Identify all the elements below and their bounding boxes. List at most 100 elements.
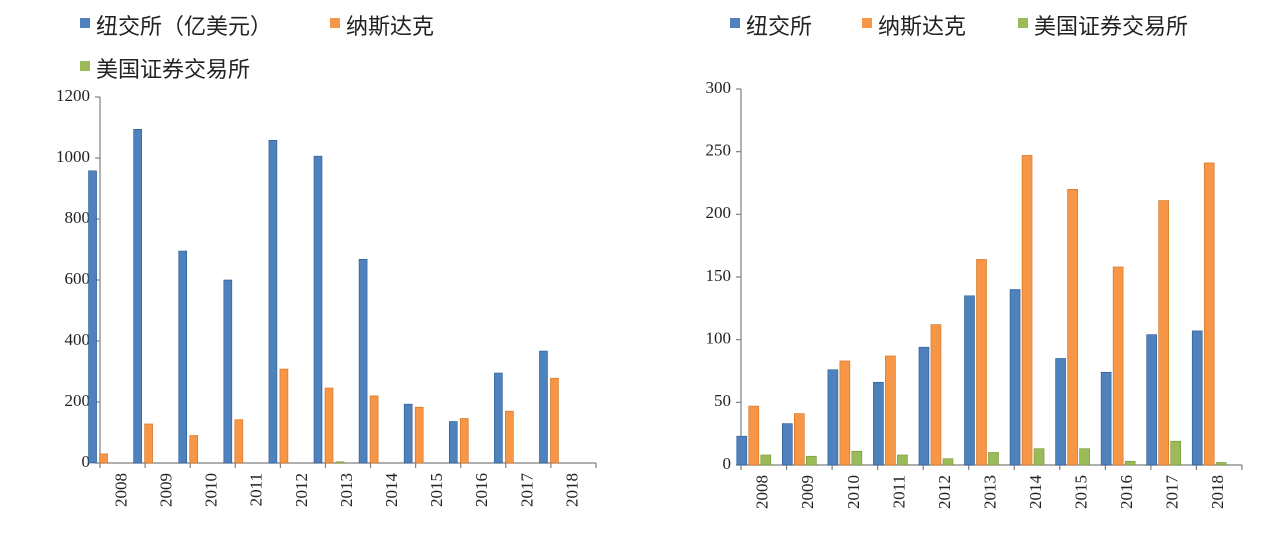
y-tick-label: 300 <box>706 78 732 97</box>
y-tick-label: 0 <box>723 454 732 473</box>
y-tick-label: 400 <box>65 330 91 349</box>
x-tick-label: 2015 <box>427 473 446 507</box>
bar <box>279 368 289 464</box>
x-tick-label: 2009 <box>798 475 817 509</box>
legend-swatch <box>730 18 740 28</box>
bar <box>448 421 458 464</box>
x-tick-label: 2014 <box>1026 475 1045 510</box>
bar <box>1055 358 1066 466</box>
bar <box>88 170 97 464</box>
bar <box>459 418 469 464</box>
y-tick-label: 600 <box>65 269 91 288</box>
bar <box>806 455 817 466</box>
y-tick-label: 100 <box>706 329 732 348</box>
legend-swatch <box>80 61 90 71</box>
bar <box>1158 200 1169 466</box>
bar <box>144 423 153 464</box>
bar <box>760 454 772 466</box>
bar <box>794 413 805 466</box>
bar <box>550 377 559 464</box>
bar <box>827 369 839 466</box>
x-tick-label: 2009 <box>157 473 176 507</box>
y-tick-label: 250 <box>706 141 732 160</box>
y-tick-label: 150 <box>706 266 732 285</box>
x-tick-label: 2018 <box>1208 475 1227 509</box>
bar <box>885 355 896 466</box>
bar <box>988 452 999 466</box>
legend-label: 纽交所（亿美元） <box>96 15 272 40</box>
bar <box>1009 289 1021 466</box>
bar <box>1124 460 1136 466</box>
bar <box>1203 162 1215 466</box>
x-tick-label: 2012 <box>935 475 954 509</box>
bar <box>369 395 379 464</box>
x-tick-label: 2014 <box>382 473 401 508</box>
bar <box>539 350 548 464</box>
bar <box>942 458 954 466</box>
legend-label: 纳斯达克 <box>878 15 966 40</box>
bar <box>1146 334 1157 466</box>
bar <box>1170 440 1181 466</box>
bar <box>873 381 884 466</box>
bar <box>189 435 199 464</box>
x-tick-label: 2015 <box>1071 475 1090 509</box>
x-tick-label: 2008 <box>111 473 130 507</box>
bar <box>1112 266 1124 466</box>
x-tick-label: 2010 <box>202 473 221 507</box>
bar <box>1215 462 1227 466</box>
bar <box>99 453 108 464</box>
bar <box>1067 188 1078 466</box>
bar <box>1021 155 1033 466</box>
x-tick-label: 2016 <box>472 473 491 507</box>
y-tick-label: 200 <box>65 391 91 410</box>
y-tick-label: 50 <box>714 391 731 410</box>
bar <box>851 450 863 466</box>
bar <box>930 324 942 466</box>
bar <box>897 454 908 466</box>
bar <box>748 405 760 466</box>
x-tick-label: 2010 <box>844 475 863 509</box>
legend-label: 纽交所 <box>746 15 812 40</box>
legend-label: 美国证券交易所 <box>1034 15 1188 40</box>
bar <box>964 295 975 466</box>
bar <box>782 423 793 466</box>
x-tick-label: 2017 <box>517 473 536 508</box>
bar <box>133 129 142 464</box>
legend-swatch <box>80 18 90 28</box>
bar <box>403 403 413 464</box>
right-chart: 纽交所 纳斯达克 美国证券交易所 0 50 100 150 200 250 300 2008 2009… <box>706 15 1243 509</box>
x-tick-label: 2013 <box>980 475 999 509</box>
bar <box>414 406 424 464</box>
legend-swatch <box>862 18 872 28</box>
y-tick-label: 1000 <box>56 147 90 166</box>
bar <box>335 461 345 464</box>
bar <box>358 258 368 464</box>
bar <box>223 279 233 464</box>
bar <box>839 360 851 466</box>
x-tick-label: 2011 <box>889 475 908 508</box>
y-tick-label: 800 <box>65 208 91 227</box>
bar <box>976 259 987 466</box>
bar <box>178 250 188 464</box>
y-tick-label: 1200 <box>56 86 90 105</box>
bar <box>1079 448 1090 466</box>
legend-swatch <box>1018 18 1028 28</box>
y-tick-label: 200 <box>706 203 732 222</box>
y-tick-label: 0 <box>82 452 91 471</box>
legend-label: 美国证券交易所 <box>96 58 250 83</box>
x-tick-label: 2013 <box>337 473 356 507</box>
bar <box>505 410 514 464</box>
bar <box>1191 330 1203 466</box>
bar <box>736 435 748 466</box>
x-tick-label: 2008 <box>753 475 772 509</box>
bar <box>268 140 278 464</box>
bar <box>234 419 244 464</box>
x-tick-label: 2017 <box>1163 475 1182 510</box>
bar <box>918 346 930 466</box>
bar <box>494 372 503 464</box>
x-tick-label: 2011 <box>247 473 266 506</box>
bar <box>313 155 323 464</box>
x-tick-label: 2016 <box>1117 475 1136 509</box>
